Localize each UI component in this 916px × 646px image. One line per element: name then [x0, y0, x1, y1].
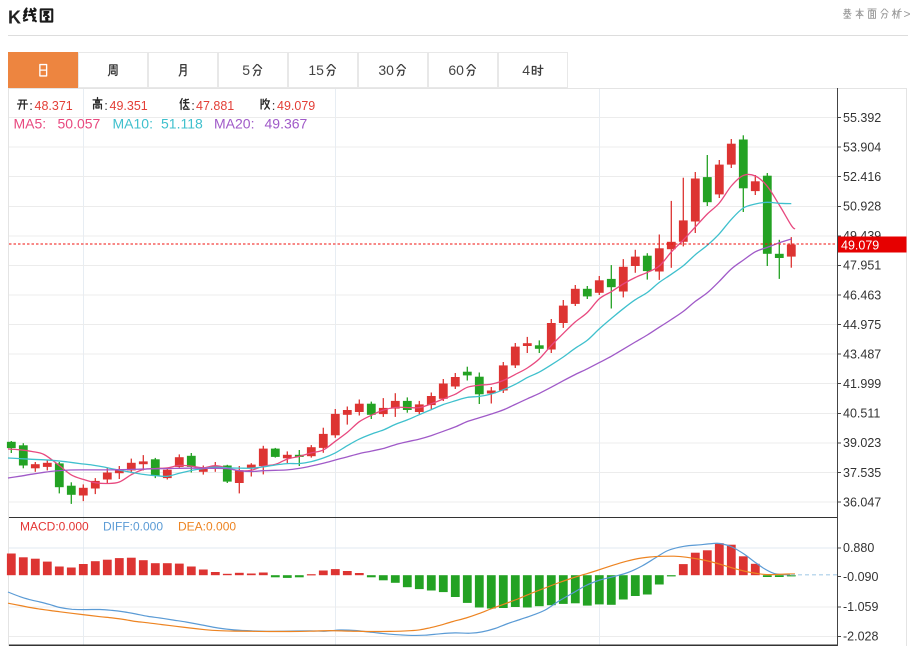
- svg-text:50.928: 50.928: [843, 200, 881, 214]
- svg-text:52.416: 52.416: [843, 170, 881, 184]
- svg-text::48.371:49.351:47.881:49.079: :48.371:49.351:47.881:49.079: [29, 98, 315, 113]
- svg-text:44.975: 44.975: [843, 318, 881, 332]
- svg-text:46.463: 46.463: [843, 288, 881, 302]
- svg-text:53.904: 53.904: [843, 140, 881, 154]
- svg-text:37.535: 37.535: [843, 466, 881, 480]
- svg-text:43.487: 43.487: [843, 347, 881, 361]
- svg-text:0.880: 0.880: [843, 541, 874, 555]
- svg-text:K: K: [8, 8, 21, 28]
- svg-text:-0.090: -0.090: [843, 570, 878, 584]
- svg-text:-2.028: -2.028: [843, 630, 878, 644]
- svg-text:49.079: 49.079: [841, 238, 879, 252]
- svg-text:-1.059: -1.059: [843, 600, 878, 614]
- svg-text:39.023: 39.023: [843, 436, 881, 450]
- svg-text:55.392: 55.392: [843, 111, 881, 125]
- svg-text:41.999: 41.999: [843, 377, 881, 391]
- svg-text:47.951: 47.951: [843, 259, 881, 273]
- svg-text:36.047: 36.047: [843, 495, 881, 509]
- svg-text:>: >: [904, 7, 911, 21]
- svg-text:40.511: 40.511: [843, 407, 880, 421]
